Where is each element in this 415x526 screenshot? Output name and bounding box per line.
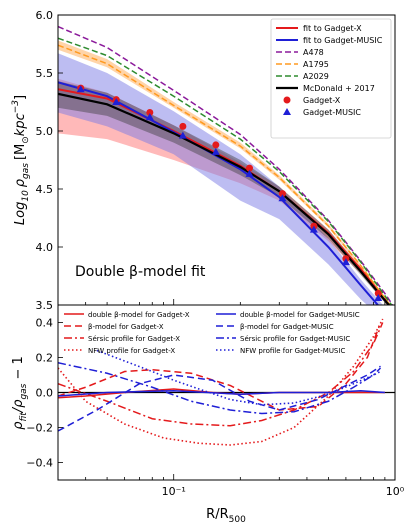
legend-label: NFW profile for Gadget-X [88,347,175,355]
legend-label: A1795 [303,60,329,69]
legend-label: Sérsic profile for Gadget-X [88,335,180,343]
residual-s-rsic-profile-for-gadget-x [58,322,384,427]
gadget-music-band [58,53,383,305]
top-y-axis-label: Log10ρgas[M⊙kpc−3] [11,95,31,225]
y-tick-label: −0.4 [26,457,53,470]
legend-swatch [283,96,291,104]
legend-label: double β-model for Gadget-X [88,311,190,319]
y-tick-label: 0.4 [36,317,54,330]
legend-entry-sersic-x: Sérsic profile for Gadget-X [64,335,180,343]
legend-entry-a2029: A2029 [276,72,329,81]
bottom-y-ticks: −0.4 −0.2 0.0 0.2 0.4 [26,317,63,470]
legend-label: NFW profile for Gadget-MUSIC [240,347,345,355]
x-axis-label: R/R500 [206,507,246,525]
legend-entry-double-beta-x: double β-model for Gadget-X [64,311,190,319]
scatter-bands [58,40,392,305]
point-gadget-music [374,294,383,302]
data-markers [76,84,383,302]
residual-lines [58,318,395,446]
legend-label: fit to Gadget-MUSIC [303,36,383,45]
point-gadget-music [341,258,350,266]
y-tick-label: 0.2 [36,352,54,365]
legend-label: β-model for Gadget-X [88,323,164,331]
point-gadget-music [278,194,287,202]
legend-entry-a1795: A1795 [276,60,329,69]
y-tick-label: 5.5 [36,67,54,80]
y-tick-label: 6.0 [36,9,54,22]
legend-entry-beta-x: β-model for Gadget-X [64,323,164,331]
residual-s-rsic-profile-for-gadget-music [58,362,382,415]
y-tick-label: 4.0 [36,241,54,254]
mcdonald-2017-band [58,81,391,305]
series-fit-to-gadget-music [58,81,380,305]
legend-entry-gadget-music-markers: Gadget-MUSIC [283,108,361,117]
legend-entry-beta-music: β-model for Gadget-MUSIC [216,323,334,331]
y-tick-label: 5.0 [36,125,54,138]
residual-double-model-for-gadget-music [58,389,385,397]
legend-label: McDonald + 2017 [303,84,375,93]
legend-entry-sersic-music: Sérsic profile for Gadget-MUSIC [216,335,350,343]
y-tick-label: 4.5 [36,183,54,196]
point-gadget-x [245,164,253,172]
legend-entry-nfw-x: NFW profile for Gadget-X [64,347,175,355]
y-tick-label: −0.2 [26,422,53,435]
point-gadget-x [374,289,382,297]
density-profile-panel: 3.5 4.0 4.5 5.0 5.5 6.0 Double β-model fit Lo… [11,9,396,312]
legend-label: double β-model for Gadget-MUSIC [240,311,360,319]
point-gadget-music [211,147,220,155]
legend-label: Gadget-MUSIC [303,108,361,117]
legend-entry-a478: A478 [276,48,324,57]
bottom-y-axis-label: ρfit/ρgas − 1 [11,356,29,430]
legend-label: fit to Gadget-X [303,24,362,33]
top-legend: fit to Gadget-X fit to Gadget-MUSIC A478… [270,18,392,139]
residual-model-for-gadget-x [58,325,381,411]
legend-entry-fit-gadget-x: fit to Gadget-X [276,24,362,33]
point-gadget-x [179,122,187,130]
point-gadget-music [76,85,85,93]
legend-label: β-model for Gadget-MUSIC [240,323,334,331]
legend-label: Sérsic profile for Gadget-MUSIC [240,335,350,343]
legend-label: Gadget-X [303,96,341,105]
legend-entry-gadget-x-markers: Gadget-X [283,96,341,105]
legend-entry-mcdonald: McDonald + 2017 [276,84,375,93]
legend-swatch [283,108,291,115]
point-gadget-music [245,169,254,177]
bottom-x-ticks: 10⁻¹ 10⁰ [57,474,405,498]
x-tick-label: 10⁻¹ [162,485,186,498]
residual-model-for-gadget-music [58,365,381,432]
series-a478 [58,25,394,305]
point-gadget-x [278,190,286,198]
legend-label: A478 [303,48,324,57]
top-x-ticks [57,299,396,305]
y-tick-label: 3.5 [36,299,54,312]
point-gadget-music [112,98,121,105]
top-legend-frame [270,18,392,139]
point-gadget-x [146,108,154,116]
series-a2029 [58,37,393,305]
residual-nfw-profile-for-gadget-x [58,318,384,446]
legend-entry-double-beta-music: double β-model for Gadget-MUSIC [216,311,360,319]
y-tick-label: 0.0 [36,387,54,400]
point-gadget-music [145,113,154,121]
bottom-legend: double β-model for Gadget-X β-model for … [64,311,360,355]
legend-entry-nfw-music: NFW profile for Gadget-MUSIC [216,347,345,355]
residual-nfw-profile-for-gadget-music [96,349,381,406]
point-gadget-x [212,141,220,149]
legend-label: A2029 [303,72,329,81]
legend-entry-fit-gadget-music: fit to Gadget-MUSIC [276,36,383,45]
point-gadget-music [309,225,318,233]
top-y-ticks: 3.5 4.0 4.5 5.0 5.5 6.0 [36,9,63,312]
residual-panel: −0.4 −0.2 0.0 0.2 0.4 10⁻¹ 10⁰ R/R500 ρfit/ρg… [11,304,405,525]
point-gadget-music [178,131,187,139]
x-tick-label: 10⁰ [386,485,405,498]
series-a1795 [58,44,391,305]
fit-annotation: Double β-model fit [75,264,206,280]
